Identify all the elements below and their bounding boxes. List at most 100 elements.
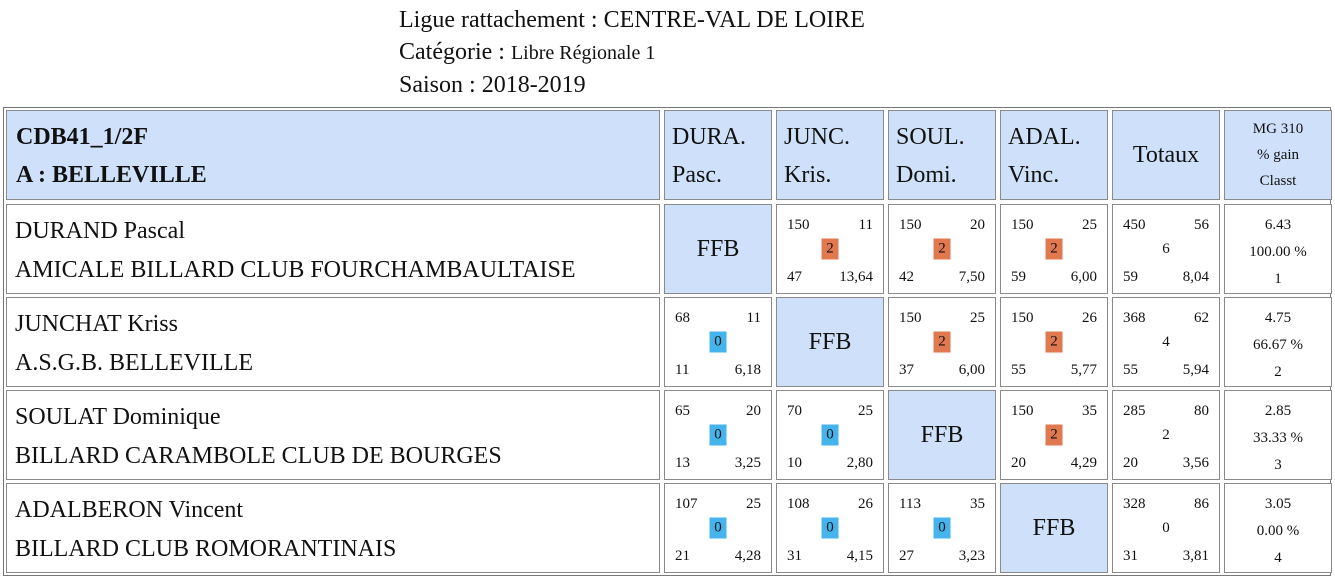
player-cell: DURAND Pascal AMICALE BILLARD CLUB FOURC… (6, 204, 660, 294)
total-high-run: 62 (1194, 310, 1209, 326)
match-high-run: 35 (970, 496, 985, 512)
match-innings: 31 (787, 548, 802, 564)
ligue-value: CENTRE-VAL DE LOIRE (603, 7, 865, 33)
match-score-badge: 0 (821, 424, 839, 446)
gain-percent: 33.33 % (1253, 430, 1303, 446)
match-score-badge: 0 (933, 517, 951, 539)
match-innings: 55 (1011, 362, 1026, 378)
match-average: 7,50 (958, 269, 985, 285)
match-cell: 68 11 0 11 6,18 (664, 297, 772, 387)
match-high-run: 20 (970, 217, 985, 233)
match-high-run: 11 (858, 217, 873, 233)
mg-header-line1: MG 310 (1252, 121, 1304, 137)
match-high-run: 25 (746, 496, 761, 512)
player-cell: JUNCHAT Kriss A.S.G.B. BELLEVILLE (6, 297, 660, 387)
match-innings: 13 (675, 455, 690, 471)
match-points: 70 (787, 403, 802, 419)
rank: 2 (1274, 364, 1282, 380)
mg-value: 3.05 (1264, 496, 1292, 512)
player-name: ADALBERON Vincent (15, 497, 244, 523)
mg-value: 6.43 (1264, 217, 1292, 233)
column-header-line1: JUNC. (784, 124, 851, 150)
match-average: 4,29 (1070, 455, 1097, 471)
categorie-value: Libre Régionale 1 (510, 42, 656, 64)
total-innings: 31 (1123, 548, 1138, 564)
match-score-badge: 2 (821, 238, 839, 260)
match-points: 107 (675, 496, 698, 512)
totals-header: Totaux (1112, 110, 1220, 200)
match-points: 150 (1011, 403, 1034, 419)
match-points: 150 (899, 217, 922, 233)
match-high-run: 25 (970, 310, 985, 326)
match-points: 150 (1011, 310, 1034, 326)
column-header-adal: ADAL. Vinc. (1000, 110, 1108, 200)
match-cell: 113 35 0 27 3,23 (888, 483, 996, 573)
saison-value: 2018-2019 (481, 72, 586, 98)
mg-value: 2.85 (1264, 403, 1292, 419)
match-innings: 10 (787, 455, 802, 471)
total-average: 3,56 (1182, 455, 1209, 471)
totals-cell: 285 80 2 20 3,56 (1112, 390, 1220, 480)
mg-header: MG 310 % gain Classt (1224, 110, 1332, 200)
team-header: CDB41_1/2F A : BELLEVILLE (6, 110, 660, 200)
team-code: CDB41_1/2F (16, 124, 148, 150)
match-high-run: 25 (1082, 217, 1097, 233)
match-average: 3,25 (734, 455, 761, 471)
ffb-cell: FFB (1000, 483, 1108, 573)
match-cell: 107 25 0 21 4,28 (664, 483, 772, 573)
match-innings: 11 (675, 362, 690, 378)
player-name: SOULAT Dominique (15, 404, 221, 430)
match-cell: 150 35 2 20 4,29 (1000, 390, 1108, 480)
totals-cell: 328 86 0 31 3,81 (1112, 483, 1220, 573)
total-score: 0 (1162, 520, 1170, 536)
player-cell: SOULAT Dominique BILLARD CARAMBOLE CLUB … (6, 390, 660, 480)
column-header-line1: ADAL. (1008, 124, 1081, 150)
mg-cell: 6.43 100.00 % 1 (1224, 204, 1332, 294)
match-average: 6,00 (1070, 269, 1097, 285)
page-header: Ligue rattachement : CENTRE-VAL DE LOIRE… (399, 4, 865, 101)
match-high-run: 11 (746, 310, 761, 326)
match-average: 2,80 (846, 455, 873, 471)
total-average: 8,04 (1182, 269, 1209, 285)
mg-header-line2: % gain (1256, 147, 1300, 163)
match-score-badge: 0 (709, 331, 727, 353)
mg-cell: 3.05 0.00 % 4 (1224, 483, 1332, 573)
total-innings: 20 (1123, 455, 1138, 471)
ffb-cell: FFB (664, 204, 772, 294)
total-points: 450 (1123, 217, 1146, 233)
match-score-badge: 0 (709, 517, 727, 539)
match-average: 6,00 (958, 362, 985, 378)
match-cell: 150 20 2 42 7,50 (888, 204, 996, 294)
saison-line: Saison : 2018-2019 (399, 69, 865, 101)
saison-label: Saison : (399, 72, 482, 98)
total-high-run: 86 (1194, 496, 1209, 512)
match-score-badge: 2 (933, 238, 951, 260)
match-innings: 47 (787, 269, 802, 285)
match-score-badge: 2 (1045, 424, 1063, 446)
player-name: DURAND Pascal (15, 218, 185, 244)
total-points: 328 (1123, 496, 1146, 512)
match-high-run: 25 (858, 403, 873, 419)
player-name: JUNCHAT Kriss (15, 311, 178, 337)
player-club: AMICALE BILLARD CLUB FOURCHAMBAULTAISE (15, 257, 576, 283)
match-cell: 70 25 0 10 2,80 (776, 390, 884, 480)
match-score-badge: 0 (821, 517, 839, 539)
player-cell: ADALBERON Vincent BILLARD CLUB ROMORANTI… (6, 483, 660, 573)
total-average: 3,81 (1182, 548, 1209, 564)
match-points: 150 (787, 217, 810, 233)
total-score: 6 (1162, 241, 1170, 257)
rank: 1 (1274, 271, 1282, 287)
match-cell: 150 25 2 59 6,00 (1000, 204, 1108, 294)
match-cell: 150 25 2 37 6,00 (888, 297, 996, 387)
match-average: 5,77 (1070, 362, 1097, 378)
match-cell: 150 11 2 47 13,64 (776, 204, 884, 294)
match-high-run: 26 (1082, 310, 1097, 326)
match-average: 4,28 (734, 548, 761, 564)
gain-percent: 100.00 % (1249, 244, 1307, 260)
match-points: 150 (899, 310, 922, 326)
match-high-run: 26 (858, 496, 873, 512)
categorie-label: Catégorie : (399, 39, 511, 65)
total-innings: 59 (1123, 269, 1138, 285)
ffb-cell: FFB (888, 390, 996, 480)
match-points: 113 (899, 496, 921, 512)
